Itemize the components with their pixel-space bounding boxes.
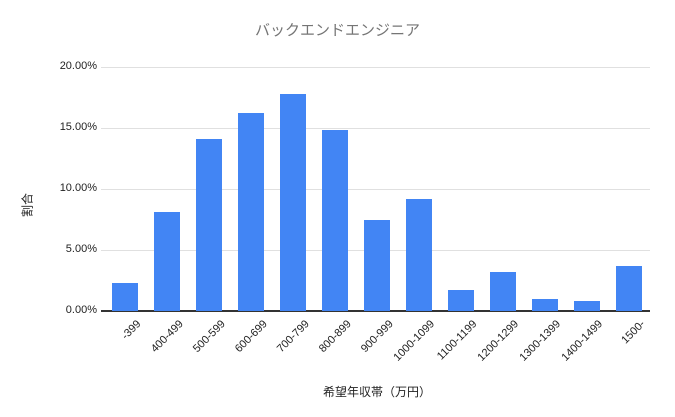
bar [574, 301, 600, 311]
x-tick-label: 1000-1099 [391, 318, 438, 364]
x-axis-line [101, 310, 650, 312]
gridline [101, 189, 650, 190]
bar [616, 265, 642, 311]
x-tick-label: 1300-1399 [517, 318, 564, 364]
bar [490, 271, 516, 311]
x-tick-label: 1400-1499 [559, 318, 606, 364]
y-tick-label: 0.00% [65, 304, 97, 316]
y-tick-label: 5.00% [65, 243, 97, 255]
y-axis-title: 割合 [20, 192, 35, 218]
bar [364, 219, 390, 311]
gridline [101, 128, 650, 129]
bar [448, 290, 474, 311]
x-tick-label: 1100-1199 [434, 318, 480, 363]
x-tick-label: 1200-1299 [475, 318, 522, 364]
bar [280, 93, 306, 311]
x-tick-label: 800-899 [316, 318, 354, 356]
bar [406, 198, 432, 311]
x-tick-label: -399 [119, 318, 144, 343]
x-tick-label: 700-799 [274, 318, 312, 356]
x-tick-label: 400-499 [148, 318, 186, 356]
bar [532, 298, 558, 311]
x-tick-label: 900-999 [358, 318, 396, 356]
y-tick-label: 15.00% [59, 121, 97, 133]
chart-title: バックエンドエンジニア [254, 22, 420, 39]
x-tick-label: 600-699 [232, 318, 270, 356]
bar [112, 282, 138, 311]
x-tick-label: 1500- [619, 318, 648, 347]
y-tick-label: 20.00% [59, 60, 97, 72]
bar [196, 138, 222, 311]
bar [154, 212, 180, 311]
x-axis-title: 希望年収帯（万円） [322, 385, 431, 399]
y-tick-label: 10.00% [59, 182, 97, 194]
bar [322, 130, 348, 311]
gridline [101, 67, 650, 68]
x-tick-label: 500-599 [190, 318, 228, 356]
bar [238, 113, 264, 311]
